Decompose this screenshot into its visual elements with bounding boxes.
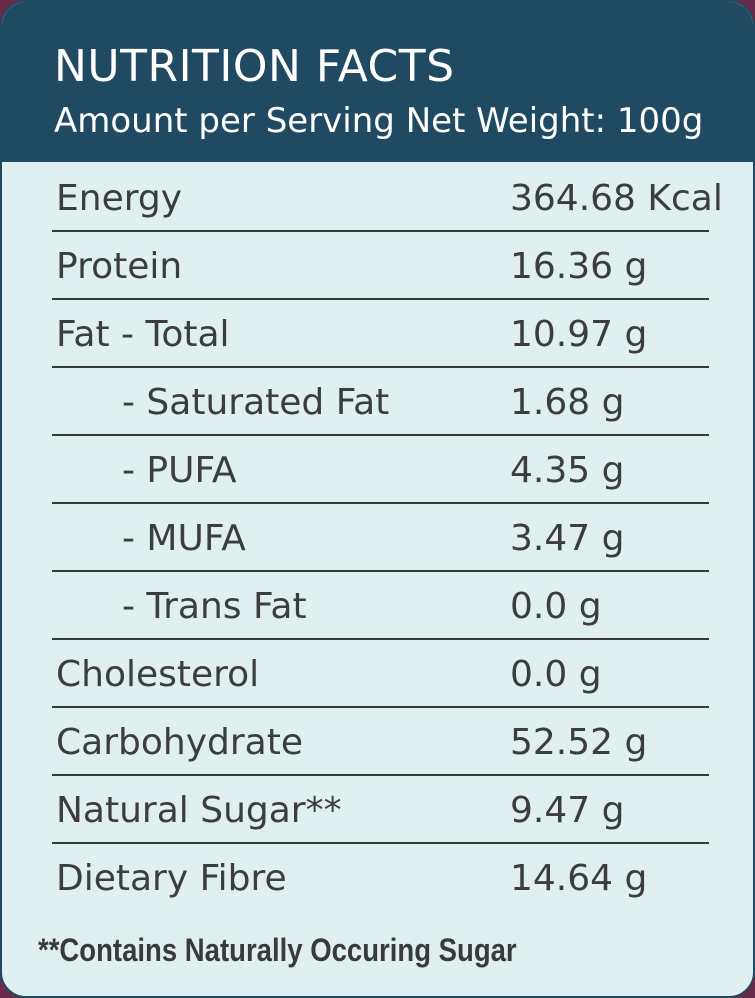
nutrient-value: 16.36 g [510, 246, 648, 287]
nutrient-row-cholesterol: Cholesterol 0.0 g [2, 640, 753, 708]
nutrient-label: - PUFA [122, 450, 237, 491]
nutrient-label: Protein [56, 246, 183, 287]
nutrient-row-dietary-fibre: Dietary Fibre 14.64 g [2, 844, 753, 912]
nutrient-value: 14.64 g [510, 858, 648, 899]
nutrient-label: Dietary Fibre [56, 858, 287, 899]
nutrient-label: - MUFA [122, 518, 246, 559]
nutrient-row-natural-sugar: Natural Sugar** 9.47 g [2, 776, 753, 844]
nutrient-value: 10.97 g [510, 314, 648, 355]
nutrient-row-carbohydrate: Carbohydrate 52.52 g [2, 708, 753, 776]
nutrient-value: 0.0 g [510, 654, 602, 695]
row-divider [52, 230, 709, 232]
sugar-footnote: **Contains Naturally Occuring Sugar [38, 932, 517, 968]
row-divider [52, 774, 709, 776]
nutrition-title: NUTRITION FACTS [54, 41, 455, 92]
row-divider [52, 842, 709, 844]
row-divider [52, 434, 709, 436]
nutrient-label: - Trans Fat [122, 586, 307, 627]
nutrient-label: Natural Sugar** [56, 790, 342, 831]
nutrient-value: 4.35 g [510, 450, 625, 491]
nutrient-row-protein: Protein 16.36 g [2, 232, 753, 300]
nutrient-value: 3.47 g [510, 518, 625, 559]
row-divider [52, 502, 709, 504]
nutrient-row-saturated-fat: - Saturated Fat 1.68 g [2, 368, 753, 436]
row-divider [52, 298, 709, 300]
serving-info: Amount per Serving Net Weight: 100g [54, 101, 704, 141]
nutrient-label: - Saturated Fat [122, 382, 390, 423]
nutrient-row-fat-total: Fat - Total 10.97 g [2, 300, 753, 368]
row-divider [52, 366, 709, 368]
nutrient-row-mufa: - MUFA 3.47 g [2, 504, 753, 572]
row-divider [52, 706, 709, 708]
row-divider [52, 570, 709, 572]
nutrient-value: 1.68 g [510, 382, 625, 423]
row-divider [52, 638, 709, 640]
nutrient-value: 9.47 g [510, 790, 625, 831]
nutrient-value: 0.0 g [510, 586, 602, 627]
nutrient-value: 52.52 g [510, 722, 648, 763]
nutrient-label: Carbohydrate [56, 722, 303, 763]
nutrient-table: Energy 364.68 Kcal Protein 16.36 g Fat -… [2, 164, 753, 912]
nutrition-header: NUTRITION FACTS Amount per Serving Net W… [2, 2, 753, 162]
nutrient-value: 364.68 Kcal [510, 178, 723, 219]
nutrient-label: Energy [56, 178, 183, 219]
nutrient-label: Fat - Total [56, 314, 230, 355]
nutrient-row-energy: Energy 364.68 Kcal [2, 164, 753, 232]
nutrient-label: Cholesterol [56, 654, 260, 695]
nutrient-row-trans-fat: - Trans Fat 0.0 g [2, 572, 753, 640]
nutrient-row-pufa: - PUFA 4.35 g [2, 436, 753, 504]
